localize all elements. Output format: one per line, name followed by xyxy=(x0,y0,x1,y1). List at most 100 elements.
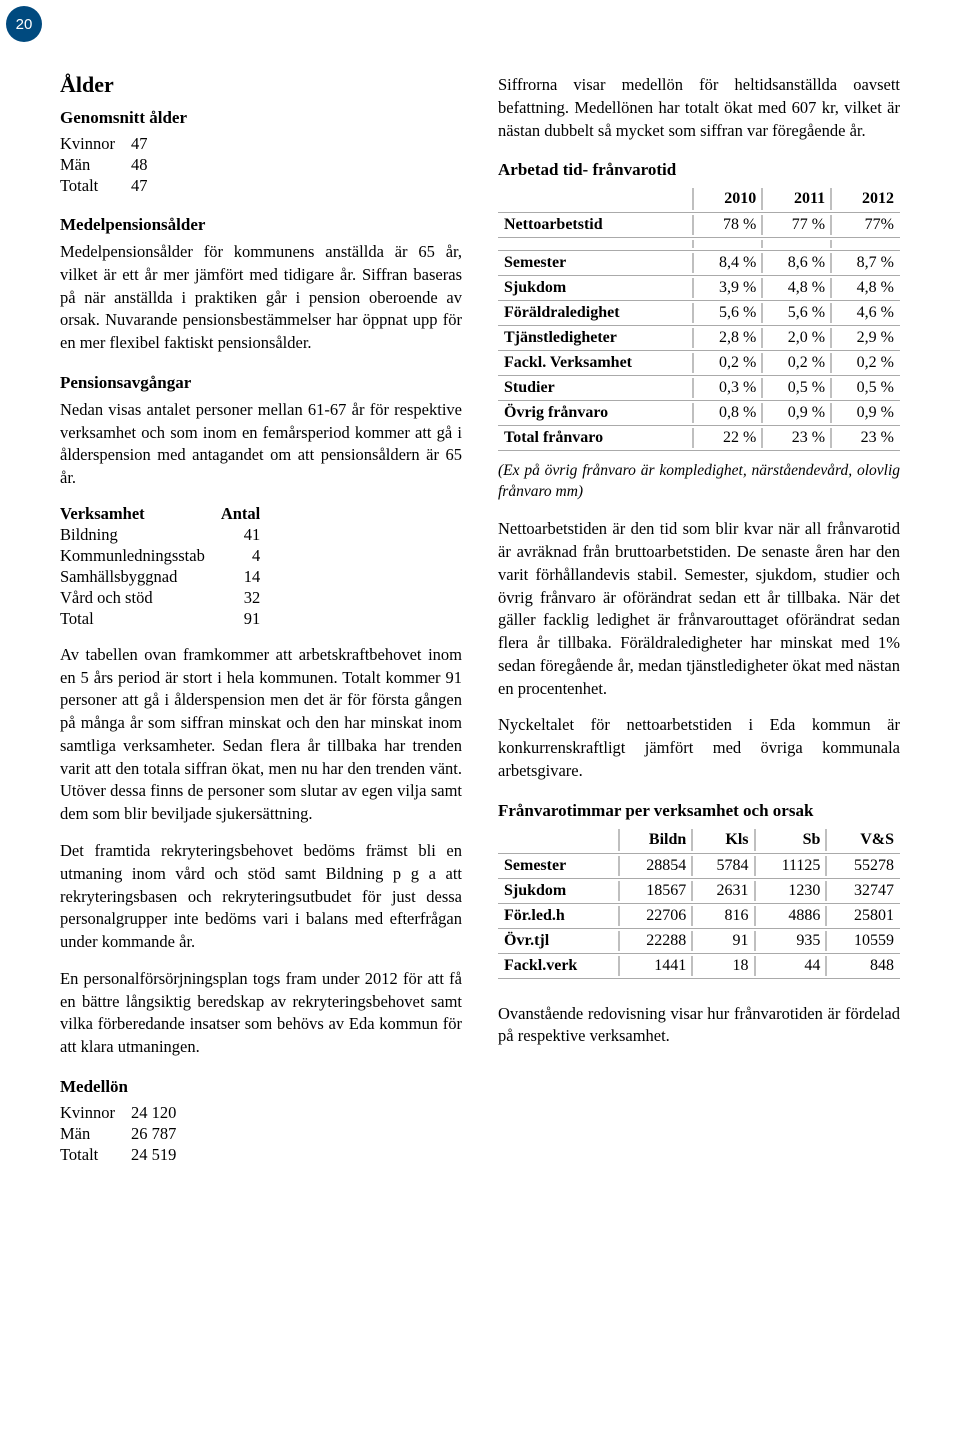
col-header xyxy=(498,827,619,854)
row-value: 91 xyxy=(221,609,260,630)
row-value: 24 519 xyxy=(131,1145,176,1166)
row-label: Kvinnor xyxy=(60,1103,131,1124)
row-value: 0,9 % xyxy=(831,401,900,426)
table-row: För.led.h22706816488625801 xyxy=(498,903,900,928)
table-row: Totalt24 519 xyxy=(60,1145,176,1166)
table-row: Kvinnor24 120 xyxy=(60,1103,176,1124)
table-row: Fackl. Verksamhet0,2 %0,2 %0,2 % xyxy=(498,351,900,376)
row-value: 22288 xyxy=(619,928,693,953)
row-value: 4886 xyxy=(755,903,827,928)
row-label: Total xyxy=(60,609,221,630)
table-header-row: 201020112012 xyxy=(498,186,900,213)
heading-genomsnitt-alder: Genomsnitt ålder xyxy=(60,108,462,128)
col-header: Kls xyxy=(692,827,754,854)
para-nettoarbetstid: Nettoarbetstiden är den tid som blir kva… xyxy=(498,518,900,700)
row-value: 2631 xyxy=(692,878,754,903)
row-value: 4,6 % xyxy=(831,301,900,326)
row-value: 23 % xyxy=(831,426,900,451)
row-label: Samhällsbyggnad xyxy=(60,567,221,588)
row-value: 1441 xyxy=(619,953,693,978)
row-value: 4 xyxy=(221,546,260,567)
col-header xyxy=(498,186,693,213)
row-label: Totalt xyxy=(60,1145,131,1166)
para-plan2012: En personalförsörjningsplan togs fram un… xyxy=(60,968,462,1059)
row-value: 0,2 % xyxy=(831,351,900,376)
col-header: Sb xyxy=(755,827,827,854)
table-row: Studier0,3 %0,5 %0,5 % xyxy=(498,376,900,401)
row-label: Bildning xyxy=(60,525,221,546)
medellon-table: Kvinnor24 120Män26 787Totalt24 519 xyxy=(60,1103,176,1166)
franvarotimmar-table: BildnKlsSbV&SSemester2885457841112555278… xyxy=(498,827,900,979)
table-header-row: BildnKlsSbV&S xyxy=(498,827,900,854)
row-value: 77 % xyxy=(762,213,831,238)
note-ex-franvaro: (Ex på övrig frånvaro är kompledighet, n… xyxy=(498,461,900,502)
row-value: 14 xyxy=(221,567,260,588)
row-value: 48 xyxy=(131,155,148,176)
row-value: 55278 xyxy=(826,853,900,878)
row-label: För.led.h xyxy=(498,903,619,928)
col-header: 2011 xyxy=(762,186,831,213)
table-row: Samhällsbyggnad14 xyxy=(60,567,260,588)
row-value: 77% xyxy=(831,213,900,238)
row-label: Semester xyxy=(498,251,693,276)
table-row: Bildning41 xyxy=(60,525,260,546)
row-value: 3,9 % xyxy=(693,276,762,301)
para-av-tabellen: Av tabellen ovan framkommer att arbetskr… xyxy=(60,644,462,826)
row-label: Semester xyxy=(498,853,619,878)
table-row: Kvinnor47 xyxy=(60,134,148,155)
row-value: 2,8 % xyxy=(693,326,762,351)
row-value: 5,6 % xyxy=(693,301,762,326)
row-value: 2,9 % xyxy=(831,326,900,351)
table-row: Sjukdom3,9 %4,8 %4,8 % xyxy=(498,276,900,301)
row-label: Övrig frånvaro xyxy=(498,401,693,426)
row-value: 0,8 % xyxy=(693,401,762,426)
row-value: 25801 xyxy=(826,903,900,928)
row-value: 32 xyxy=(221,588,260,609)
table-row: Semester2885457841112555278 xyxy=(498,853,900,878)
table-row: Tjänstledigheter2,8 %2,0 %2,9 % xyxy=(498,326,900,351)
table-header-row: VerksamhetAntal xyxy=(60,504,260,525)
row-value: 32747 xyxy=(826,878,900,903)
row-label: Sjukdom xyxy=(498,878,619,903)
heading-medellon: Medellön xyxy=(60,1077,462,1097)
row-value: 2,0 % xyxy=(762,326,831,351)
row-label: Föräldraledighet xyxy=(498,301,693,326)
row-value: 28854 xyxy=(619,853,693,878)
left-column: Ålder Genomsnitt ålder Kvinnor47Män48Tot… xyxy=(60,72,462,1180)
row-label: Kommunledningsstab xyxy=(60,546,221,567)
col-header: Verksamhet xyxy=(60,504,221,525)
row-value: 47 xyxy=(131,134,148,155)
row-value: 0,5 % xyxy=(762,376,831,401)
row-value: 18 xyxy=(692,953,754,978)
row-value: 41 xyxy=(221,525,260,546)
heading-alder: Ålder xyxy=(60,72,462,98)
table-row xyxy=(498,238,900,251)
row-value: 0,2 % xyxy=(693,351,762,376)
para-framtida: Det framtida rekryteringsbehovet bedöms … xyxy=(60,840,462,954)
row-value: 5784 xyxy=(692,853,754,878)
nettoarbetstid-table: 201020112012Nettoarbetstid78 %77 %77%Sem… xyxy=(498,186,900,451)
row-label: Totalt xyxy=(60,176,131,197)
row-value: 11125 xyxy=(755,853,827,878)
para-pensionsavg: Nedan visas antalet personer mellan 61-6… xyxy=(60,399,462,490)
heading-pensionsavg: Pensionsavgångar xyxy=(60,373,462,393)
table-row: Totalt47 xyxy=(60,176,148,197)
row-value: 24 120 xyxy=(131,1103,176,1124)
row-value: 22706 xyxy=(619,903,693,928)
row-value: 0,3 % xyxy=(693,376,762,401)
heading-franvarotimmar: Frånvarotimmar per verksamhet och orsak xyxy=(498,801,900,821)
row-label: Fackl. Verksamhet xyxy=(498,351,693,376)
row-label: Fackl.verk xyxy=(498,953,619,978)
row-value: 78 % xyxy=(693,213,762,238)
table-row: Män26 787 xyxy=(60,1124,176,1145)
para-ovanstaende: Ovanstående redovisning visar hur frånva… xyxy=(498,1003,900,1049)
row-value: 22 % xyxy=(693,426,762,451)
row-value: 47 xyxy=(131,176,148,197)
row-label: Män xyxy=(60,1124,131,1145)
row-value: 4,8 % xyxy=(762,276,831,301)
row-value: 0,9 % xyxy=(762,401,831,426)
row-label: Kvinnor xyxy=(60,134,131,155)
row-value: 23 % xyxy=(762,426,831,451)
row-value: 935 xyxy=(755,928,827,953)
row-value: 10559 xyxy=(826,928,900,953)
